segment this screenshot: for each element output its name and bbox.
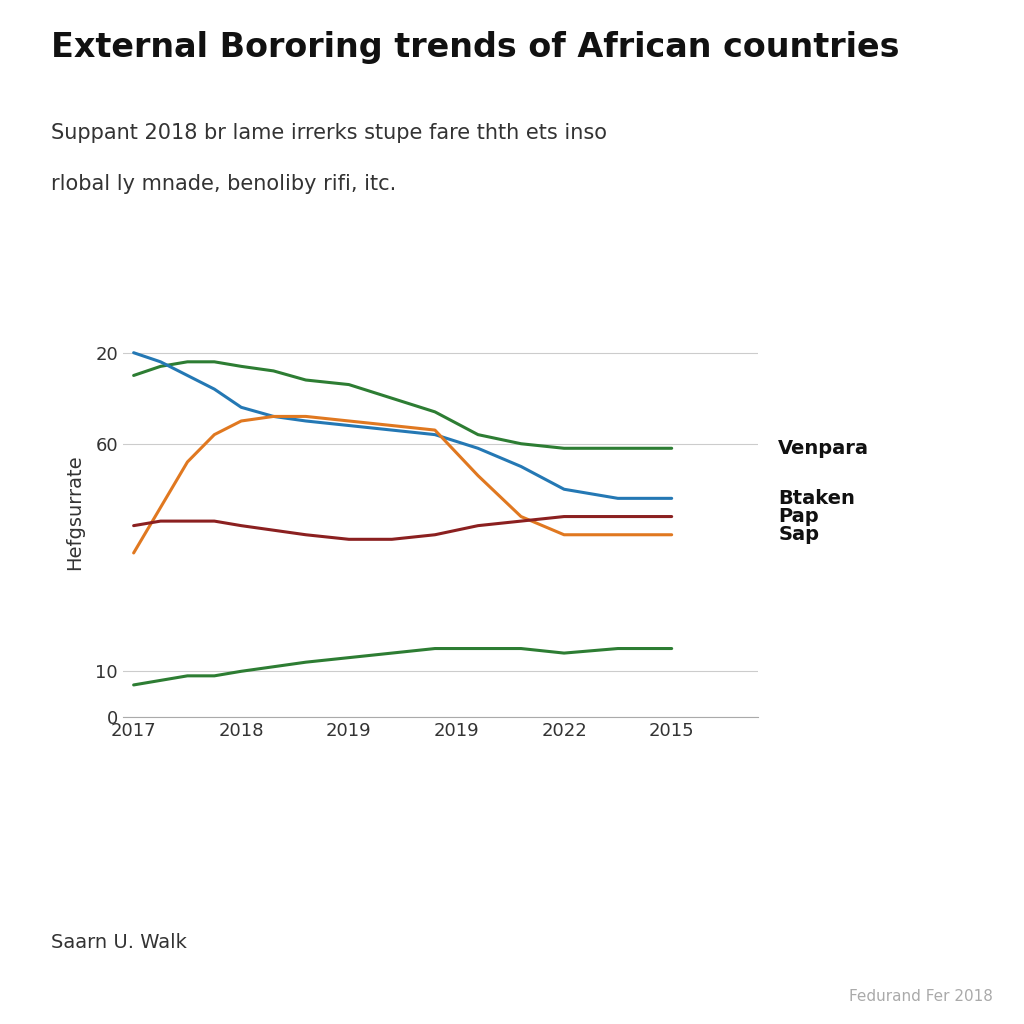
Text: rlobal ly mnade, benoliby rifi, itc.: rlobal ly mnade, benoliby rifi, itc. — [51, 174, 396, 195]
Text: Sap: Sap — [778, 525, 819, 544]
Text: Saarn U. Walk: Saarn U. Walk — [51, 933, 187, 952]
Text: Btaken: Btaken — [778, 488, 855, 508]
Text: Venpara: Venpara — [778, 439, 869, 458]
Text: Pap: Pap — [778, 507, 819, 526]
Y-axis label: Hefgsurrate: Hefgsurrate — [66, 455, 84, 569]
Text: Suppant 2018 br lame irrerks stupe fare thth ets inso: Suppant 2018 br lame irrerks stupe fare … — [51, 123, 607, 143]
Text: External Bororing trends of African countries: External Bororing trends of African coun… — [51, 31, 900, 63]
Text: Fedurand Fer 2018: Fedurand Fer 2018 — [849, 988, 993, 1004]
